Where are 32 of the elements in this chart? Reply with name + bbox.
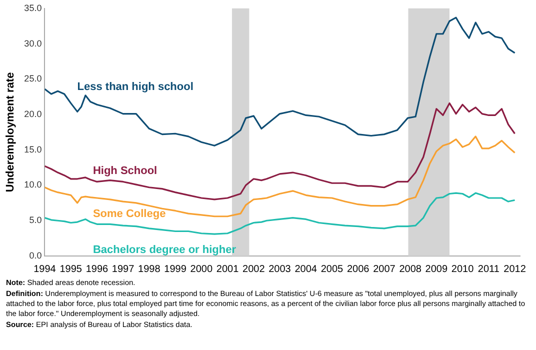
y-tick-label: 0.0 — [29, 250, 42, 260]
x-tick-label: 2005 — [320, 264, 344, 275]
y-tick-label: 20.0 — [24, 109, 42, 119]
series-label: High School — [92, 164, 158, 177]
x-tick-label: 1998 — [138, 264, 161, 275]
x-tick-label: 2002 — [242, 264, 266, 275]
x-tick-label: 1995 — [60, 264, 82, 275]
x-tick-label: 2007 — [373, 264, 396, 275]
x-tick-label: 1996 — [86, 264, 109, 275]
x-tick-label: 2001 — [216, 264, 240, 275]
y-tick-label: 25.0 — [24, 74, 42, 84]
x-tick-label: 2008 — [399, 264, 422, 275]
x-tick-label: 2010 — [451, 264, 474, 275]
x-tick-label: 1994 — [34, 264, 56, 275]
x-tick-label: 2011 — [478, 264, 500, 275]
series-label: Bachelors degree or higher — [92, 244, 237, 256]
y-axis-title: Underemployment rate — [4, 72, 17, 192]
x-tick-label: 1999 — [164, 264, 187, 275]
y-tick-label: 15.0 — [24, 144, 42, 154]
x-tick-label: 2003 — [268, 264, 292, 275]
series-label: Less than high school — [77, 80, 194, 93]
x-tick-label: 1997 — [112, 264, 135, 275]
y-tick-label: 5.0 — [29, 215, 42, 226]
x-tick-label: 2012 — [504, 264, 526, 275]
y-tick-label: 10.0 — [24, 180, 42, 190]
x-tick-label: 2004 — [294, 264, 318, 275]
y-tick-label: 35.0 — [24, 2, 42, 13]
x-tick-label: 2009 — [425, 264, 448, 275]
x-tick-label: 2000 — [190, 264, 213, 275]
y-tick-label: 30.0 — [24, 38, 42, 48]
series-label: Some College — [92, 208, 166, 220]
x-tick-label: 2006 — [346, 264, 370, 275]
